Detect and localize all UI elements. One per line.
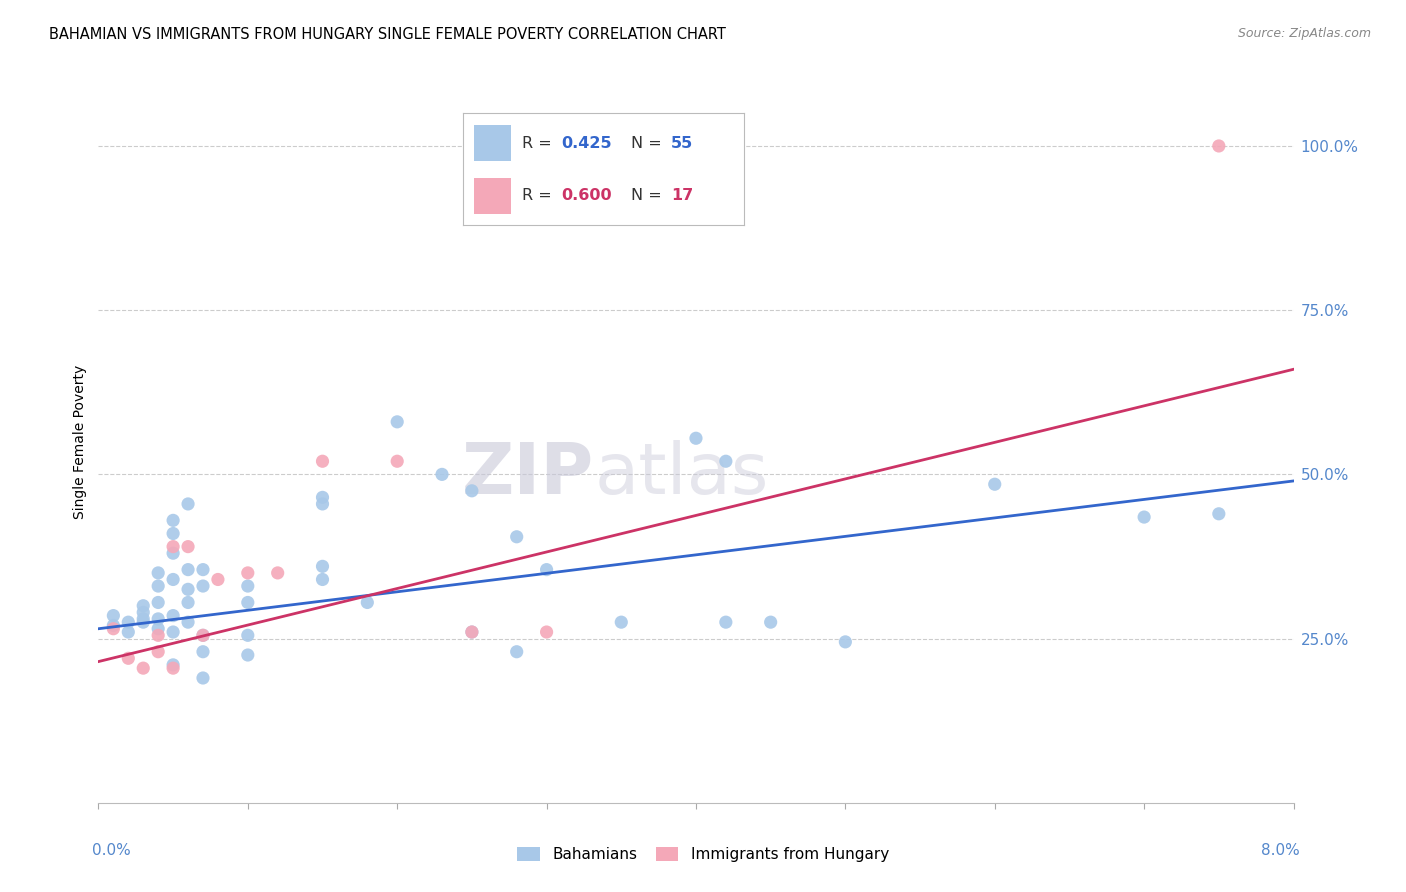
- Point: [236, 648, 259, 662]
- Point: [461, 483, 484, 498]
- Point: [311, 559, 333, 574]
- Text: BAHAMIAN VS IMMIGRANTS FROM HUNGARY SINGLE FEMALE POVERTY CORRELATION CHART: BAHAMIAN VS IMMIGRANTS FROM HUNGARY SING…: [49, 27, 725, 42]
- Point: [177, 563, 200, 577]
- Point: [311, 497, 333, 511]
- Point: [162, 625, 184, 640]
- Text: Source: ZipAtlas.com: Source: ZipAtlas.com: [1237, 27, 1371, 40]
- Point: [103, 618, 125, 632]
- Point: [385, 454, 409, 468]
- Point: [191, 563, 214, 577]
- Point: [1208, 139, 1230, 153]
- Point: [536, 625, 558, 640]
- Point: [148, 612, 170, 626]
- Text: atlas: atlas: [595, 440, 769, 508]
- Point: [148, 595, 170, 609]
- Point: [148, 566, 170, 580]
- Point: [1208, 507, 1230, 521]
- Point: [834, 635, 856, 649]
- Point: [385, 415, 409, 429]
- Point: [117, 651, 139, 665]
- Point: [148, 628, 170, 642]
- Point: [610, 615, 633, 630]
- Point: [162, 573, 184, 587]
- Point: [311, 573, 333, 587]
- Point: [177, 582, 200, 597]
- Point: [162, 661, 184, 675]
- Point: [1133, 510, 1156, 524]
- Point: [103, 608, 125, 623]
- Point: [132, 599, 155, 613]
- Point: [177, 595, 200, 609]
- Point: [117, 615, 139, 630]
- Point: [191, 628, 214, 642]
- Point: [191, 671, 214, 685]
- Point: [236, 595, 259, 609]
- Point: [177, 497, 200, 511]
- Point: [236, 579, 259, 593]
- Point: [506, 645, 529, 659]
- Y-axis label: Single Female Poverty: Single Female Poverty: [73, 365, 87, 518]
- Point: [191, 579, 214, 593]
- Point: [162, 546, 184, 560]
- Point: [162, 608, 184, 623]
- Point: [148, 622, 170, 636]
- Point: [162, 657, 184, 672]
- Point: [177, 540, 200, 554]
- Point: [759, 615, 782, 630]
- Point: [236, 628, 259, 642]
- Point: [461, 625, 484, 640]
- Point: [162, 540, 184, 554]
- Point: [236, 566, 259, 580]
- Point: [714, 615, 737, 630]
- Point: [207, 573, 229, 587]
- Point: [132, 612, 155, 626]
- Point: [162, 513, 184, 527]
- Point: [148, 645, 170, 659]
- Text: 0.0%: 0.0%: [93, 843, 131, 857]
- Point: [461, 625, 484, 640]
- Point: [117, 625, 139, 640]
- Text: 8.0%: 8.0%: [1261, 843, 1299, 857]
- Point: [191, 628, 214, 642]
- Point: [430, 467, 453, 482]
- Point: [132, 605, 155, 619]
- Point: [984, 477, 1007, 491]
- Point: [506, 530, 529, 544]
- Point: [267, 566, 290, 580]
- Point: [311, 491, 333, 505]
- Point: [356, 595, 378, 609]
- Point: [132, 661, 155, 675]
- Point: [103, 622, 125, 636]
- Point: [685, 431, 707, 445]
- Point: [714, 454, 737, 468]
- Point: [191, 645, 214, 659]
- Point: [148, 579, 170, 593]
- Point: [132, 615, 155, 630]
- Point: [536, 563, 558, 577]
- Point: [311, 454, 333, 468]
- Point: [162, 526, 184, 541]
- Legend: Bahamians, Immigrants from Hungary: Bahamians, Immigrants from Hungary: [510, 840, 896, 868]
- Text: ZIP: ZIP: [463, 440, 595, 508]
- Point: [177, 615, 200, 630]
